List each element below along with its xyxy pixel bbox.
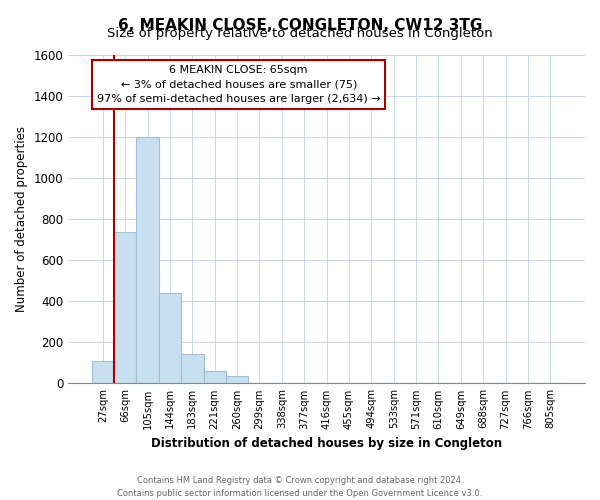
Bar xyxy=(203,371,226,384)
Text: 6 MEAKIN CLOSE: 65sqm
← 3% of detached houses are smaller (75)
97% of semi-detac: 6 MEAKIN CLOSE: 65sqm ← 3% of detached h… xyxy=(97,65,380,104)
Bar xyxy=(181,354,203,384)
Text: Contains HM Land Registry data © Crown copyright and database right 2024.
Contai: Contains HM Land Registry data © Crown c… xyxy=(118,476,482,498)
Bar xyxy=(114,232,136,384)
Text: 6, MEAKIN CLOSE, CONGLETON, CW12 3TG: 6, MEAKIN CLOSE, CONGLETON, CW12 3TG xyxy=(118,18,482,32)
Bar xyxy=(92,361,114,384)
Bar xyxy=(226,376,248,384)
Text: Size of property relative to detached houses in Congleton: Size of property relative to detached ho… xyxy=(107,28,493,40)
Bar xyxy=(136,137,159,384)
X-axis label: Distribution of detached houses by size in Congleton: Distribution of detached houses by size … xyxy=(151,437,502,450)
Y-axis label: Number of detached properties: Number of detached properties xyxy=(15,126,28,312)
Bar xyxy=(159,293,181,384)
